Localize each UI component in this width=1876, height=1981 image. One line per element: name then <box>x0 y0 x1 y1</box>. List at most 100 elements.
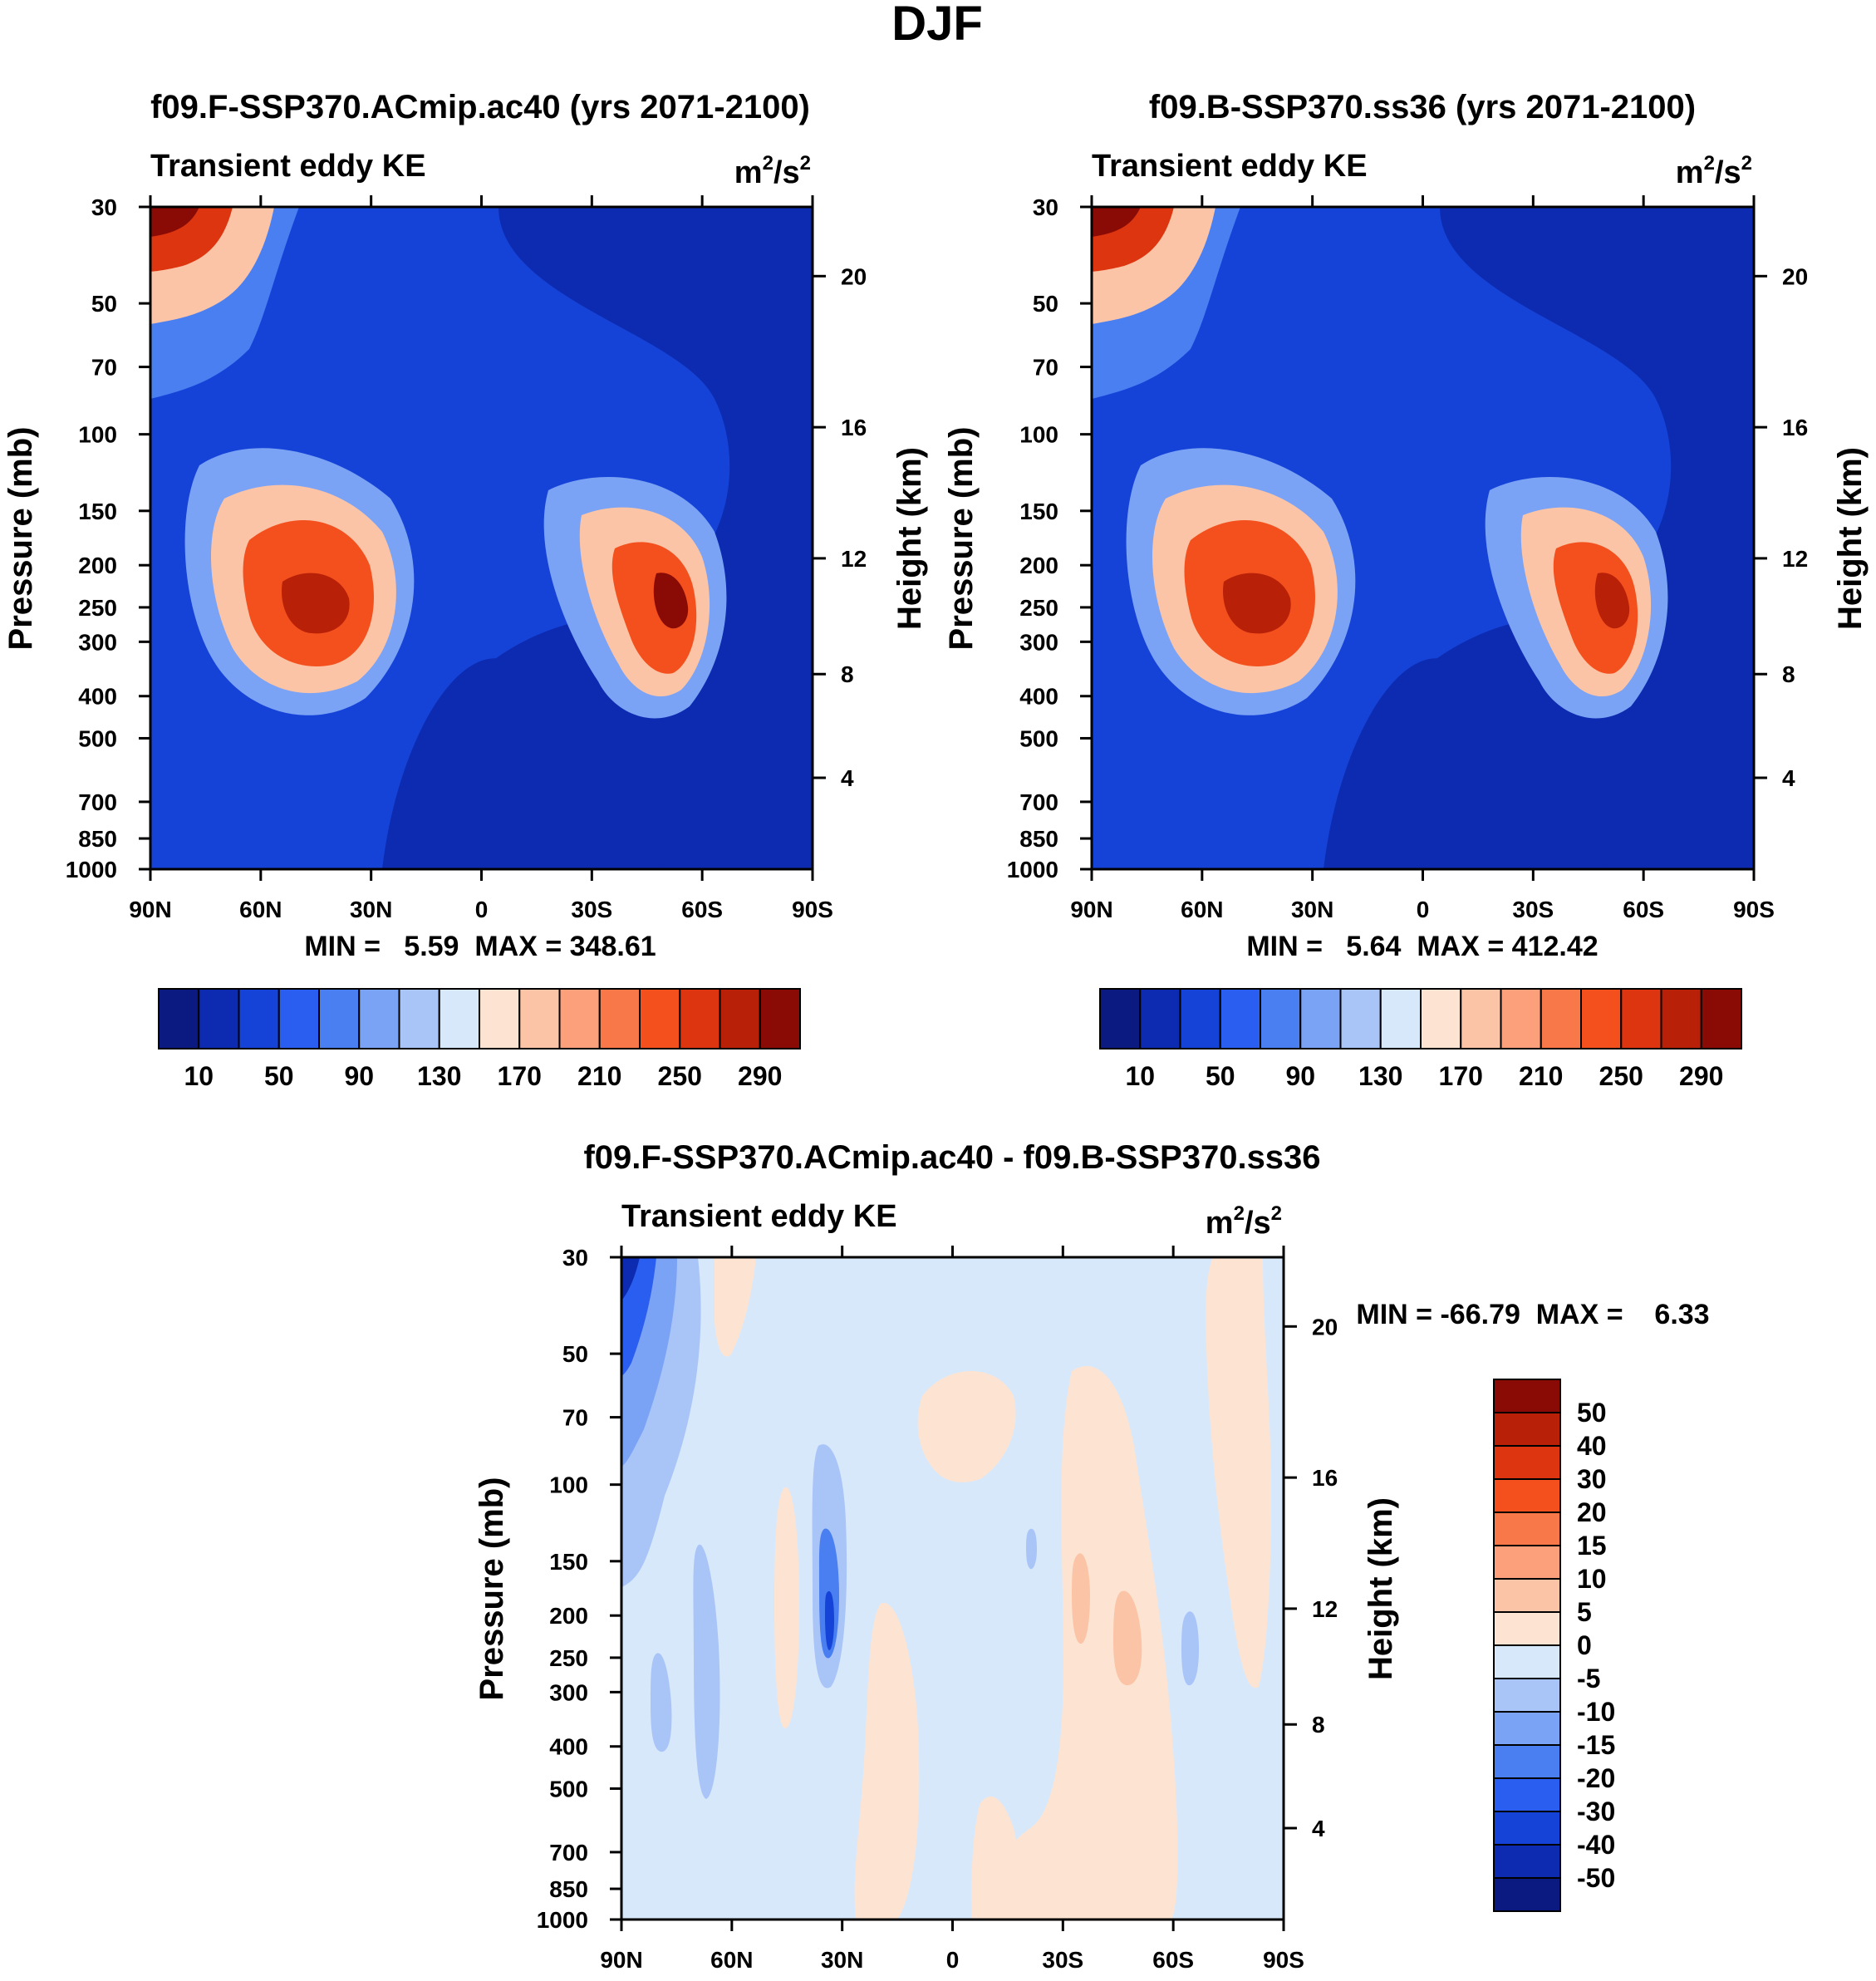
panel-3-colorbar-box <box>1493 1545 1561 1580</box>
panel-2-x-tick-label: 60S <box>1623 897 1664 922</box>
panel-1-colorbar-label: 90 <box>344 1061 374 1091</box>
panel-3-x-tick-label: 30N <box>821 1947 863 1973</box>
panel-1-region-lower-eq <box>382 658 665 869</box>
panel-3-units-exp2: 2 <box>1271 1202 1282 1225</box>
panel-3-pressure-tick-label: 700 <box>549 1840 588 1865</box>
panel-1-x-tick-label: 90N <box>129 897 171 922</box>
panel-2-colorbar-box <box>1620 988 1662 1049</box>
panel-3-pressure-tick-label: 1000 <box>537 1907 588 1933</box>
panel-3-ylabel-right: Height (km) <box>1363 1497 1399 1680</box>
panel-3-pressure-tick-label: 70 <box>562 1405 588 1431</box>
panel-1-units-exp2: 2 <box>800 152 811 175</box>
panel-2-height-ticks: 20 16 12 8 4 <box>1754 263 1808 791</box>
panel-3-colorbar-label: -40 <box>1577 1830 1615 1860</box>
panel-1-pressure-tick-label: 1000 <box>66 857 117 882</box>
panel-2-field <box>1092 207 1754 869</box>
panel-3-pressure-tick-label: 400 <box>549 1734 588 1760</box>
panel-3-units: m2/s2 <box>1206 1202 1282 1241</box>
panel-1-field <box>150 207 813 869</box>
panel-2-pressure-ticks: 30 50 70 100 150 200 250 300 400 500 700 850 1000 <box>1007 194 1092 882</box>
panel-1-colorbar-box <box>238 988 280 1049</box>
panel-3-pressure-tick-label: 50 <box>562 1341 588 1367</box>
panel-2-ylabel: Pressure (mb) <box>943 427 980 651</box>
panel-3-region-polar-neg4 <box>621 1257 640 1300</box>
panel-2-units-exp1: 2 <box>1704 152 1715 175</box>
panel-3-colorbar-box <box>1493 1478 1561 1513</box>
panel-2-pressure-tick-label: 100 <box>1019 422 1058 448</box>
panel-2-title: f09.B-SSP370.ss36 (yrs 2071-2100) <box>1149 89 1696 125</box>
panel-1-pressure-tick-label: 500 <box>78 725 117 751</box>
panel-2-colorbar-label: 50 <box>1206 1061 1235 1091</box>
panel-3-height-tick-label: 20 <box>1312 1314 1338 1340</box>
panel-2-x-tick-label: 90N <box>1070 897 1112 922</box>
panel-3-ylabel: Pressure (mb) <box>474 1477 510 1701</box>
panel-1-colorbar-box <box>558 988 601 1049</box>
panel-2-region-sh-jet-core <box>1553 542 1638 674</box>
panel-1-height-ticks: 20 16 12 8 4 <box>813 263 867 791</box>
panel-2-pressure-tick-label: 850 <box>1019 826 1058 852</box>
panel-3-field <box>621 1257 1284 1920</box>
panel-2-pressure-tick-label: 500 <box>1019 725 1058 751</box>
panel-3-colorbar-box <box>1493 1445 1561 1480</box>
panel-3-region-25s-neg <box>1026 1528 1037 1570</box>
panel-1-left-string: Transient eddy KE <box>150 149 426 184</box>
panel-1-colorbar-box <box>277 988 320 1049</box>
panel-1-units-mid: /s <box>773 155 800 190</box>
panel-3-pressure-tick-label: 300 <box>549 1679 588 1705</box>
panel-1-colorbar: 10 50 90 130 170 210 250 290 <box>158 988 801 1091</box>
panel-3-x-tick-label: 90S <box>1263 1947 1304 1973</box>
panel-1-colorbar-box <box>759 988 801 1049</box>
panel-3-colorbar-box <box>1493 1711 1561 1746</box>
panel-2-height-tick-label: 16 <box>1782 415 1808 440</box>
panel-3-colorbar-label: -10 <box>1577 1697 1615 1727</box>
panel-3-x-tick-label: 90N <box>600 1947 642 1973</box>
panel-3-pressure-tick-label: 200 <box>549 1603 588 1629</box>
panel-2-colorbar-box <box>1219 988 1261 1049</box>
panel-1-colorbar-box <box>598 988 641 1049</box>
panel-2: f09.B-SSP370.ss36 (yrs 2071-2100) Transi… <box>943 89 1869 1091</box>
panel-2-colorbar-box <box>1460 988 1502 1049</box>
page-title: DJF <box>891 0 983 51</box>
panel-3-region-30n-pos <box>854 1603 920 1920</box>
panel-1-height-tick-label: 20 <box>841 263 867 289</box>
panel-2-units-exp2: 2 <box>1741 152 1752 175</box>
panel-3-colorbar-box <box>1493 1811 1561 1846</box>
panel-3-region-30n-neg3 <box>825 1590 834 1650</box>
panel-1-pressure-tick-label: 250 <box>78 595 117 621</box>
panel-3-region-polar-neg3 <box>621 1257 656 1376</box>
panel-1-colorbar-label: 170 <box>498 1061 542 1091</box>
panel-2-colorbar-box <box>1500 988 1542 1049</box>
panel-2-x-tick-label: 30N <box>1291 897 1333 922</box>
panel-2-colorbar-box <box>1540 988 1582 1049</box>
panel-3-colorbar-box <box>1493 1512 1561 1546</box>
panel-1-ylabel-right: Height (km) <box>891 447 928 630</box>
panel-1-colorbar-label: 50 <box>264 1061 294 1091</box>
panel-3-height-tick-label: 8 <box>1312 1712 1325 1738</box>
panel-3-colorbar-label: 30 <box>1577 1464 1607 1494</box>
panel-3: f09.F-SSP370.ACmip.ac40 - f09.B-SSP370.s… <box>474 1139 1710 1973</box>
panel-2-colorbar-box <box>1660 988 1702 1049</box>
panel-3-colorbar-box <box>1493 1578 1561 1613</box>
panel-3-region-75n-neg <box>651 1653 672 1752</box>
panel-2-colorbar-box <box>1339 988 1382 1049</box>
panel-3-colorbar-label: 50 <box>1577 1398 1607 1428</box>
panel-3-colorbar-label: -20 <box>1577 1763 1615 1793</box>
panel-1-colorbar-box <box>358 988 400 1049</box>
panel-3-region-60s-neg <box>1181 1611 1199 1686</box>
panel-2-colorbar-label: 210 <box>1519 1061 1563 1091</box>
panel-3-x-tick-label: 60N <box>710 1947 753 1973</box>
panel-1-colorbar-label: 130 <box>417 1061 461 1091</box>
panel-3-colorbar-box <box>1493 1611 1561 1646</box>
panel-1-pressure-tick-label: 100 <box>78 422 117 448</box>
panel-2-colorbar-label: 10 <box>1125 1061 1155 1091</box>
panel-2-colorbar-label: 250 <box>1599 1061 1643 1091</box>
panel-1-region-polar-peak <box>150 207 199 237</box>
panel-3-units-base: m <box>1206 1206 1234 1241</box>
panel-3-height-tick-label: 16 <box>1312 1465 1338 1491</box>
panel-3-colorbar-label: -50 <box>1577 1863 1615 1893</box>
panel-3-colorbar-label: 5 <box>1577 1597 1592 1627</box>
panel-1-minmax: MIN = 5.59 MAX = 348.61 <box>304 931 656 962</box>
panel-3-colorbar-box <box>1493 1644 1561 1679</box>
panel-2-colorbar-box <box>1260 988 1302 1049</box>
panel-1-x-tick-label: 60N <box>239 897 282 922</box>
